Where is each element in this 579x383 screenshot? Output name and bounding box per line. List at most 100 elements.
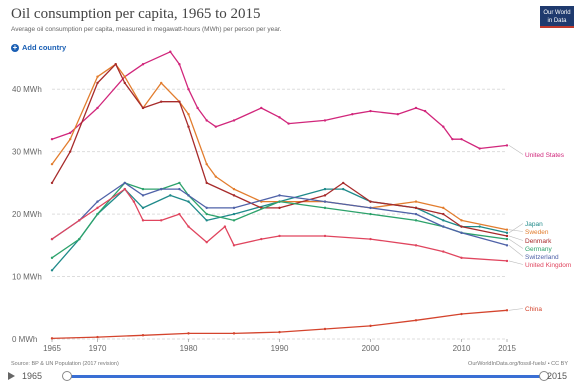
label-connector <box>508 223 524 234</box>
data-point <box>114 63 117 66</box>
play-icon[interactable] <box>8 372 15 380</box>
data-point <box>123 75 127 78</box>
data-point <box>160 81 163 85</box>
data-point <box>414 219 418 222</box>
timeline-end-handle[interactable] <box>539 371 549 381</box>
data-point <box>323 187 327 191</box>
label-connector <box>508 229 524 232</box>
label-connector <box>508 238 524 249</box>
data-point <box>178 181 181 185</box>
x-tick-label: 1980 <box>180 344 198 353</box>
data-point <box>232 219 236 222</box>
data-point <box>505 144 509 147</box>
timeline-start-handle[interactable] <box>62 371 72 381</box>
data-point <box>205 212 208 216</box>
data-point <box>223 225 227 228</box>
data-point <box>323 234 327 238</box>
data-point <box>278 234 281 238</box>
data-point <box>96 212 99 216</box>
data-point <box>414 319 418 322</box>
data-point <box>442 212 445 216</box>
label-connector <box>508 145 524 155</box>
data-point <box>414 206 418 210</box>
data-point <box>460 231 463 235</box>
data-point <box>323 206 327 210</box>
data-point <box>323 119 327 122</box>
logo-accent-bar <box>540 26 574 28</box>
data-point <box>141 187 145 191</box>
data-point <box>178 63 181 66</box>
data-point <box>442 225 445 228</box>
data-point <box>50 256 54 260</box>
x-tick-label: 2010 <box>453 344 471 353</box>
series-label: China <box>525 306 542 313</box>
owid-logo[interactable]: Our World in Data <box>540 6 574 28</box>
data-point <box>50 337 54 340</box>
data-point <box>141 219 145 222</box>
y-tick-label: 0 MWh <box>12 335 37 344</box>
owid-url[interactable]: OurWorldInData.org/fossil-fuels/ • CC BY <box>468 361 568 367</box>
add-country-button[interactable]: + Add country <box>11 43 66 52</box>
data-point <box>323 194 327 197</box>
add-country-label: Add country <box>22 43 67 52</box>
data-point <box>141 194 145 197</box>
series-line <box>51 51 508 150</box>
data-point <box>287 122 290 125</box>
data-point <box>50 137 54 141</box>
x-tick-label: 1965 <box>43 344 61 353</box>
data-point <box>451 137 454 141</box>
data-point <box>278 194 281 197</box>
data-point <box>460 225 463 228</box>
data-point <box>232 244 236 247</box>
data-point <box>342 187 345 191</box>
data-point <box>160 219 163 222</box>
data-point <box>323 327 327 331</box>
data-point <box>460 312 463 316</box>
data-point <box>260 237 263 241</box>
series-line <box>51 309 508 340</box>
data-point <box>187 88 190 91</box>
data-point <box>260 106 263 110</box>
data-point <box>96 206 99 210</box>
series-label: Sweden <box>525 229 549 236</box>
data-point <box>505 309 509 312</box>
data-point <box>214 125 217 128</box>
data-point <box>323 200 327 203</box>
data-point <box>505 231 509 235</box>
data-point <box>423 109 427 113</box>
data-point <box>232 212 236 216</box>
series-line <box>51 188 508 271</box>
data-point <box>369 206 372 210</box>
series-label: Germany <box>525 246 552 253</box>
data-point <box>141 106 145 110</box>
source-note[interactable]: Source: BP & UN Population (2017 revisio… <box>11 361 119 367</box>
data-point <box>205 119 208 122</box>
data-point <box>505 228 509 231</box>
data-point <box>414 244 418 247</box>
data-point <box>505 234 509 238</box>
data-point <box>369 324 372 328</box>
data-point <box>442 125 445 128</box>
data-point <box>187 113 190 116</box>
data-point <box>396 113 399 116</box>
data-point <box>187 332 190 335</box>
data-point <box>160 187 163 191</box>
data-point <box>178 187 181 191</box>
data-point <box>342 181 345 185</box>
label-connector <box>508 260 524 265</box>
data-point <box>460 219 463 222</box>
data-point <box>278 116 281 119</box>
timeline-track[interactable] <box>66 375 544 378</box>
plus-icon: + <box>11 42 19 52</box>
chart-subtitle: Average oil consumption per capita, meas… <box>11 26 282 33</box>
data-point <box>50 162 54 166</box>
data-point <box>141 63 145 66</box>
data-point <box>78 237 81 241</box>
data-point <box>505 259 509 263</box>
data-point <box>69 150 72 153</box>
timeline-end-year: 2015 <box>547 371 568 381</box>
data-point <box>69 137 72 141</box>
data-point <box>78 219 81 222</box>
label-connector <box>508 245 524 257</box>
data-point <box>442 206 445 210</box>
